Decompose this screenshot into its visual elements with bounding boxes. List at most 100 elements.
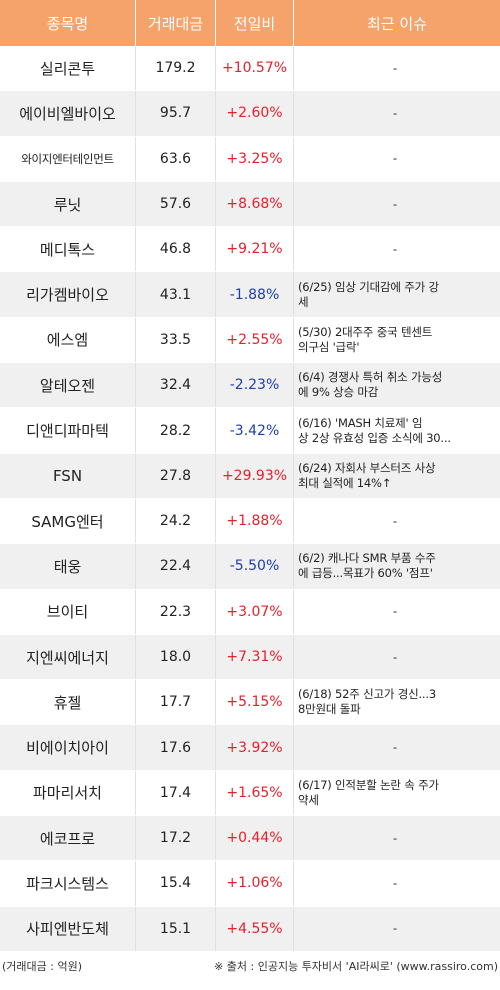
table-row: FSN 27.8 +29.93% (6/24) 자회사 부스터즈 사상 최대 실적에 … — [0, 453, 500, 499]
trade-volume: 57.6 — [136, 181, 216, 227]
stock-name: 브이티 — [0, 589, 136, 634]
price-change: +10.57% — [216, 46, 294, 91]
recent-issue: (6/25) 임상 기대감에 주가 강 세 — [298, 279, 439, 309]
price-change: -1.88% — [216, 272, 294, 317]
table-row: 태웅 22.4 -5.50% (6/2) 캐나다 SMR 부품 수주 에 급등...목… — [0, 544, 500, 590]
table-row: 파크시스템스 15.4 +1.06% - — [0, 861, 500, 907]
trade-volume: 24.2 — [136, 498, 216, 544]
trade-volume: 43.1 — [136, 272, 216, 317]
recent-issue: - — [393, 604, 397, 619]
trade-volume: 22.3 — [136, 589, 216, 634]
trade-volume: 22.4 — [136, 544, 216, 589]
stock-name: SAMG엔터 — [0, 498, 136, 544]
unit-note: (거래대금 : 억원) — [2, 960, 83, 973]
price-change: -2.23% — [216, 363, 294, 408]
recent-issue: - — [393, 60, 397, 75]
price-change: +1.06% — [216, 861, 294, 906]
table-row: 비에이치아이 17.6 +3.92% - — [0, 725, 500, 771]
price-change: +4.55% — [216, 906, 294, 951]
table-row: 에코프로 17.2 +0.44% - — [0, 816, 500, 862]
table-row: 에이비엘바이오 95.7 +2.60% - — [0, 91, 500, 137]
stock-name: 파마리서치 — [0, 770, 136, 816]
recent-issue: - — [393, 196, 397, 211]
stock-name: 메디톡스 — [0, 227, 136, 272]
trade-volume: 95.7 — [136, 91, 216, 136]
recent-issue: - — [393, 649, 397, 664]
table-row: 루닛 57.6 +8.68% - — [0, 181, 500, 228]
trade-volume: 17.6 — [136, 725, 216, 770]
trade-volume: 33.5 — [136, 317, 216, 363]
stock-name: 루닛 — [0, 181, 136, 227]
price-change: +3.25% — [216, 136, 294, 181]
trade-volume: 63.6 — [136, 136, 216, 181]
stock-name: 휴젤 — [0, 680, 136, 725]
trade-volume: 28.2 — [136, 408, 216, 453]
trade-volume: 179.2 — [136, 46, 216, 91]
table-row: 사피엔반도체 15.1 +4.55% - — [0, 906, 500, 952]
trade-volume: 15.1 — [136, 906, 216, 951]
stock-name: 리가켐바이오 — [0, 272, 136, 317]
price-change: +3.92% — [216, 725, 294, 770]
stock-name: 비에이치아이 — [0, 725, 136, 770]
stock-name: 태웅 — [0, 544, 136, 589]
price-change: +2.60% — [216, 91, 294, 136]
price-change: +9.21% — [216, 227, 294, 272]
stock-name: 에코프로 — [0, 816, 136, 861]
stock-name: 파크시스템스 — [0, 861, 136, 906]
price-change: +1.65% — [216, 770, 294, 816]
table-body: 실리콘투 179.2 +10.57% - 에이비엘바이오 95.7 +2.60% - 와이지엔터… — [0, 46, 500, 952]
recent-issue: (6/16) 'MASH 치료제' 임 상 2상 유효성 입증 소식에 30..… — [298, 415, 451, 445]
recent-issue: - — [393, 241, 397, 256]
table-row: 브이티 22.3 +3.07% - — [0, 589, 500, 635]
header-volume: 거래대금 — [136, 0, 216, 46]
stock-name: 에이비엘바이오 — [0, 91, 136, 136]
stock-name: 지엔씨에너지 — [0, 634, 136, 680]
trade-volume: 17.4 — [136, 770, 216, 816]
price-change: +8.68% — [216, 181, 294, 227]
table-row: 메디톡스 46.8 +9.21% - — [0, 227, 500, 273]
price-change: +0.44% — [216, 816, 294, 861]
price-change: +29.93% — [216, 453, 294, 498]
recent-issue: - — [393, 740, 397, 755]
table-row: SAMG엔터 24.2 +1.88% - — [0, 498, 500, 545]
price-change: +1.88% — [216, 498, 294, 544]
recent-issue: (5/30) 2대주주 중국 텐센트 의구심 '급락' — [298, 324, 433, 354]
table-row: 리가켐바이오 43.1 -1.88% (6/25) 임상 기대감에 주가 강 세 — [0, 272, 500, 318]
footer: (거래대금 : 억원) ※ 출처 : 인공지능 투자비서 'AI라씨로' (ww… — [0, 952, 500, 980]
stock-name: 에스엠 — [0, 317, 136, 363]
trade-volume: 17.7 — [136, 680, 216, 725]
recent-issue: - — [393, 830, 397, 845]
table-row: 실리콘투 179.2 +10.57% - — [0, 46, 500, 92]
header-change: 전일비 — [216, 0, 294, 46]
table-row: 디앤디파마텍 28.2 -3.42% (6/16) 'MASH 치료제' 임 상 2상… — [0, 408, 500, 454]
trade-volume: 18.0 — [136, 634, 216, 680]
table-row: 파마리서치 17.4 +1.65% (6/17) 인적분할 논란 속 주가 약세 — [0, 770, 500, 817]
header-issue: 최근 이슈 — [367, 14, 427, 33]
recent-issue: (6/2) 캐나다 SMR 부품 수주 에 급등...목표가 60% '점프' — [298, 551, 436, 581]
trade-volume: 17.2 — [136, 816, 216, 861]
table-row: 지엔씨에너지 18.0 +7.31% - — [0, 634, 500, 681]
recent-issue: (6/24) 자회사 부스터즈 사상 최대 실적에 14%↑ — [298, 460, 436, 490]
recent-issue: - — [393, 875, 397, 890]
table-row: 휴젤 17.7 +5.15% (6/18) 52주 신고가 경신...3 8만원대 돌… — [0, 680, 500, 726]
trade-volume: 15.4 — [136, 861, 216, 906]
price-change: -5.50% — [216, 544, 294, 589]
stock-name: FSN — [0, 453, 136, 498]
price-change: +7.31% — [216, 634, 294, 680]
source-note: ※ 출처 : 인공지능 투자비서 'AI라씨로' (www.rassiro.co… — [214, 960, 498, 973]
price-change: +3.07% — [216, 589, 294, 634]
stock-name: 디앤디파마텍 — [0, 408, 136, 453]
header-name: 종목명 — [0, 0, 136, 46]
recent-issue: - — [393, 105, 397, 120]
recent-issue: - — [393, 151, 397, 166]
table-row: 에스엠 33.5 +2.55% (5/30) 2대주주 중국 텐센트 의구심 '급락' — [0, 317, 500, 364]
price-change: -3.42% — [216, 408, 294, 453]
stock-name: 알테오젠 — [0, 363, 136, 408]
trade-volume: 32.4 — [136, 363, 216, 408]
stock-name: 사피엔반도체 — [0, 906, 136, 951]
stock-name: 실리콘투 — [0, 46, 136, 91]
recent-issue: - — [393, 921, 397, 936]
recent-issue: (6/4) 경쟁사 특허 취소 가능성 에 9% 상승 마감 — [298, 370, 443, 400]
table-row: 와이지엔터테인먼트 63.6 +3.25% - — [0, 136, 500, 182]
recent-issue: (6/18) 52주 신고가 경신...3 8만원대 돌파 — [298, 687, 436, 717]
